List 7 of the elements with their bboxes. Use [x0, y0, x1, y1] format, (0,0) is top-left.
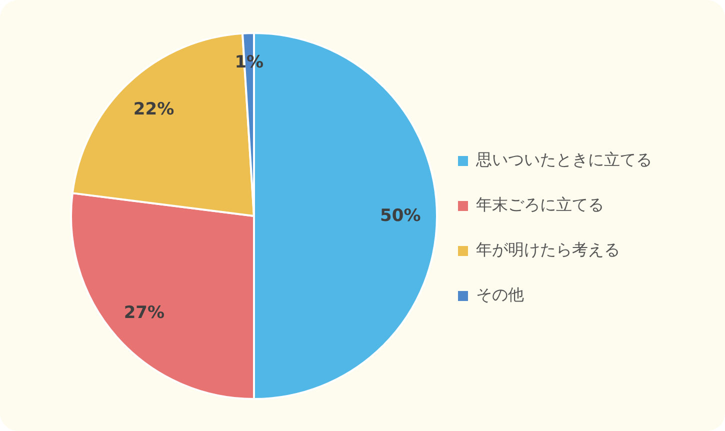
legend-label: 年が明けたら考える: [476, 240, 620, 261]
legend-label: 年末ごろに立てる: [476, 195, 604, 216]
legend-label: 思いついたときに立てる: [476, 150, 652, 171]
data-label: 50%: [380, 206, 421, 226]
legend-label: その他: [476, 285, 524, 306]
data-label: 27%: [124, 302, 165, 323]
data-label: 22%: [133, 99, 174, 120]
